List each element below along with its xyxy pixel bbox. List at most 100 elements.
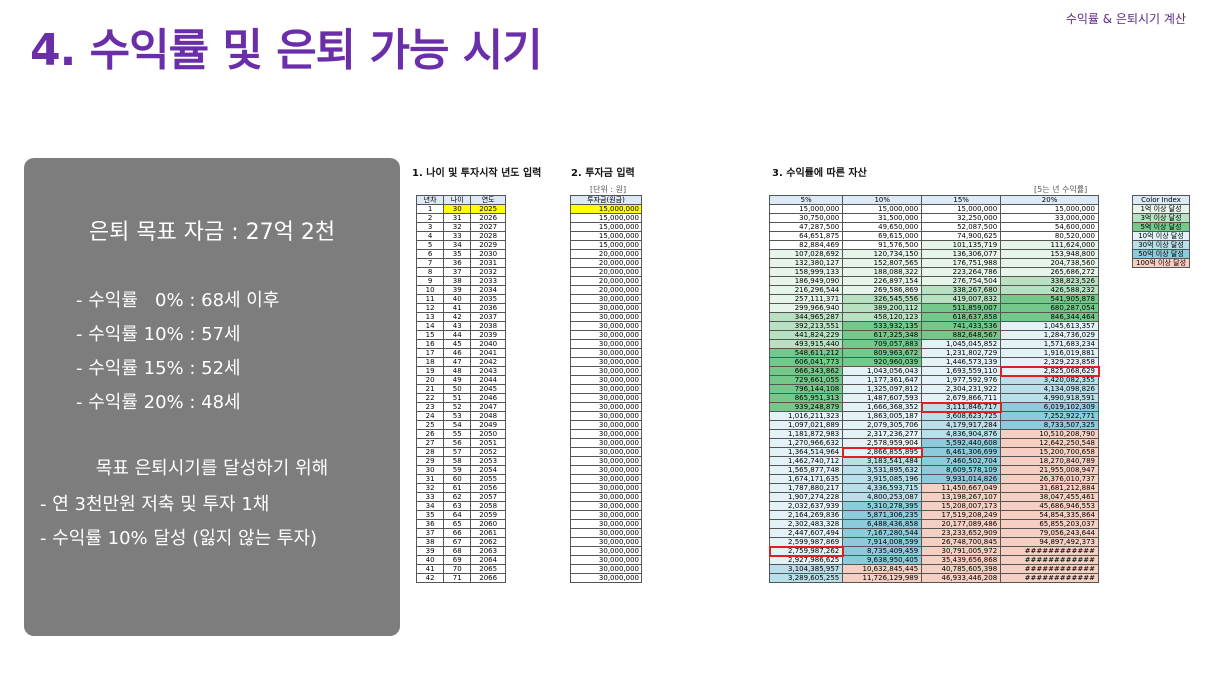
return-row: 1,181,872,983 2,317,236,277 4,836,904,876 1…: [768, 429, 1099, 439]
asset-cell: 1,977,592,976: [921, 375, 1002, 385]
investment-row: 20,000,000: [570, 276, 642, 286]
investment-row: 30,000,000: [570, 447, 642, 457]
return-row: 666,343,862 1,043,056,043 1,693,559,110 2,8…: [768, 365, 1100, 377]
return-row: 1,097,021,889 2,079,305,706 4,179,917,284 8…: [768, 420, 1099, 430]
investment-row: 30,000,000: [570, 474, 642, 484]
principal-cell: 20,000,000: [570, 267, 642, 277]
investment-row: 15,000,000: [570, 213, 642, 223]
principal-cell: 30,000,000: [570, 321, 642, 331]
rate-line-0: - 수익률 0% : 68세 이후: [76, 290, 280, 311]
color-index-row: 100억 이상 달성: [1131, 258, 1191, 268]
age-cell: 46: [443, 348, 472, 358]
asset-cell: 2,032,637,939: [768, 501, 844, 511]
asset-cell: 49,650,000: [842, 222, 923, 232]
asset-cell: 26,376,010,737: [1000, 474, 1099, 484]
return-row: 2,599,987,869 7,914,008,599 26,748,700,845…: [768, 537, 1099, 547]
return-row: 493,915,440 709,057,883 1,045,045,852 1,571…: [768, 339, 1099, 349]
age-row: 39 68 2063: [415, 546, 506, 556]
asset-cell: 326,545,556: [842, 294, 923, 304]
age-row: 41 70 2065: [415, 564, 506, 574]
year-cell: 2037: [470, 312, 506, 322]
color-index-row: 10억 이상 달성: [1131, 231, 1191, 241]
period-cell: 12: [415, 303, 445, 313]
asset-cell: 82,884,469: [768, 240, 844, 250]
principal-cell: 30,000,000: [570, 456, 642, 466]
asset-cell: 64,651,875: [768, 231, 844, 241]
asset-cell: 392,213,551: [768, 321, 844, 331]
asset-cell: 10,510,208,790: [1000, 429, 1099, 439]
age-row: 21 50 2045: [415, 384, 506, 394]
asset-cell: ############: [1000, 555, 1099, 565]
age-row: 3 32 2027: [415, 222, 506, 232]
asset-cell: 3,183,541,484: [842, 456, 923, 466]
color-index-item: 50억 이상 달성: [1131, 249, 1191, 259]
investment-row: 15,000,000: [570, 204, 642, 214]
period-cell: 25: [415, 420, 445, 430]
return-row: 392,213,551 533,932,135 741,433,536 1,045,6…: [768, 321, 1099, 331]
asset-cell: 1,565,877,748: [768, 465, 844, 475]
asset-cell: 2,329,223,858: [1000, 357, 1099, 367]
investment-table: 투자금(원금) 15,000,000 15,000,000 15,000,000 15…: [570, 195, 642, 583]
principal-cell: 15,000,000: [570, 231, 642, 241]
asset-cell: 2,825,068,629: [999, 365, 1100, 377]
age-cell: 30: [443, 204, 472, 214]
principal-cell: 30,000,000: [570, 573, 642, 583]
year-cell: 2039: [470, 330, 506, 340]
asset-cell: 1,231,802,729: [921, 348, 1002, 358]
investment-row: 30,000,000: [570, 546, 642, 556]
col-header-5pct: 5%: [768, 195, 844, 205]
year-cell: 2059: [470, 510, 506, 520]
asset-cell: 7,252,922,771: [1000, 411, 1099, 421]
color-index-item: 5억 이상 달성: [1131, 222, 1191, 232]
asset-cell: 3,915,085,196: [842, 474, 923, 484]
return-row: 3,104,385,957 10,632,845,445 40,785,605,39…: [768, 564, 1099, 574]
asset-cell: 132,380,127: [768, 258, 844, 268]
asset-cell: 204,738,560: [1000, 258, 1099, 268]
asset-cell: 2,304,231,922: [921, 384, 1002, 394]
asset-cell: 152,807,565: [842, 258, 923, 268]
asset-cell: 606,041,773: [768, 357, 844, 367]
col-header-15pct: 15%: [921, 195, 1002, 205]
investment-row: 20,000,000: [570, 249, 642, 259]
asset-cell: 20,177,089,486: [921, 519, 1002, 529]
color-index-row: 5억 이상 달성: [1131, 222, 1191, 232]
age-cell: 36: [443, 258, 472, 268]
principal-cell: 30,000,000: [570, 465, 642, 475]
investment-row: 30,000,000: [570, 312, 642, 322]
age-cell: 32: [443, 222, 472, 232]
return-row: 441,824,229 617,325,348 882,648,567 1,284,7…: [768, 330, 1099, 340]
asset-cell: 1,325,097,812: [842, 384, 923, 394]
year-cell: 2042: [470, 357, 506, 367]
return-row: 2,302,483,328 6,488,436,858 20,177,089,486…: [768, 519, 1099, 529]
asset-cell: 158,999,133: [768, 267, 844, 277]
age-cell: 61: [443, 483, 472, 493]
age-cell: 71: [443, 573, 472, 583]
period-cell: 23: [415, 402, 445, 412]
age-row: 23 52 2047: [415, 402, 506, 412]
year-cell: 2061: [470, 528, 506, 538]
age-row: 38 67 2062: [415, 537, 506, 547]
year-cell: 2049: [470, 420, 506, 430]
principal-cell: 30,000,000: [570, 537, 642, 547]
asset-cell: 458,120,123: [842, 312, 923, 322]
asset-cell: 11,726,129,989: [842, 573, 923, 583]
asset-cell: 920,960,039: [842, 357, 923, 367]
principal-cell: 30,000,000: [570, 510, 642, 520]
asset-cell: 52,087,500: [921, 222, 1002, 232]
return-row: 257,111,371 326,545,556 419,007,832 541,905…: [768, 294, 1099, 304]
principal-cell: 30,000,000: [570, 528, 642, 538]
asset-cell: 5,310,278,395: [842, 501, 923, 511]
age-cell: 66: [443, 528, 472, 538]
return-row: 47,287,500 49,650,000 52,087,500 54,600,000: [768, 222, 1099, 232]
age-row: 17 46 2041: [415, 348, 506, 358]
investment-row: 30,000,000: [570, 429, 642, 439]
period-cell: 24: [415, 411, 445, 421]
asset-cell: 493,915,440: [768, 339, 844, 349]
age-cell: 64: [443, 510, 472, 520]
asset-cell: 69,615,000: [842, 231, 923, 241]
asset-cell: 3,608,623,725: [921, 411, 1002, 421]
year-cell: 2051: [470, 438, 506, 448]
period-cell: 10: [415, 285, 445, 295]
asset-cell: 46,933,446,208: [921, 573, 1002, 583]
return-row: 299,966,940 389,200,112 511,859,007 680,287…: [768, 303, 1099, 313]
